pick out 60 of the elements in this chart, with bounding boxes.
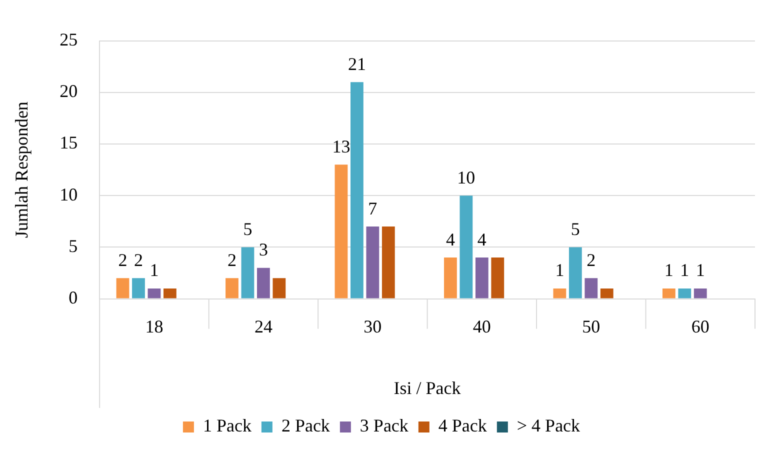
bar <box>444 258 457 298</box>
data-label: 13 <box>332 136 350 156</box>
y-tick-label: 0 <box>68 288 78 308</box>
bar <box>116 278 130 298</box>
bar <box>148 288 161 298</box>
legend-label: > 4 Pack <box>516 416 580 436</box>
y-tick-label: 10 <box>60 184 78 204</box>
bar <box>241 247 254 298</box>
y-tick-label: 25 <box>60 30 78 50</box>
legend-label: 2 Pack <box>281 416 330 436</box>
bar <box>694 288 707 298</box>
data-label: 7 <box>368 198 378 218</box>
x-tick-label: 60 <box>691 316 710 336</box>
data-label: 10 <box>457 167 476 188</box>
legend-label: 4 Pack <box>438 416 487 436</box>
bar <box>678 288 692 298</box>
bar <box>662 288 676 298</box>
bar <box>132 278 145 298</box>
data-label: 2 <box>227 250 236 270</box>
bar <box>350 82 364 298</box>
data-label: 1 <box>696 260 705 280</box>
bar <box>272 278 286 298</box>
bar <box>460 196 473 298</box>
x-tick-label: 50 <box>582 316 600 336</box>
data-label: 1 <box>150 260 159 280</box>
bar <box>226 278 238 298</box>
data-label: 1 <box>555 260 564 280</box>
bar <box>366 226 380 298</box>
x-tick-label: 30 <box>364 316 382 336</box>
bar <box>600 288 614 298</box>
y-tick-label: 15 <box>60 132 78 153</box>
bar <box>382 226 395 298</box>
bar <box>491 258 504 298</box>
y-axis-title: Jumlah Responden <box>12 102 32 238</box>
data-label: 21 <box>348 54 366 74</box>
bar <box>257 268 270 298</box>
data-label: 2 <box>118 250 128 270</box>
data-label: 5 <box>570 218 580 239</box>
x-tick-label: 40 <box>472 316 491 336</box>
bar <box>475 258 488 298</box>
bar <box>553 288 566 298</box>
x-tick-label: 24 <box>254 316 272 336</box>
y-tick-label: 20 <box>60 81 78 102</box>
bar <box>163 288 176 298</box>
x-tick-label: 18 <box>145 316 164 336</box>
bar <box>584 278 598 298</box>
data-label: 2 <box>586 250 596 270</box>
bar <box>568 247 582 298</box>
legend-label: 3 Pack <box>360 416 408 436</box>
x-axis-title: Isi / Pack <box>394 378 461 398</box>
data-label: 2 <box>134 250 143 270</box>
data-label: 1 <box>680 260 690 280</box>
data-label: 3 <box>258 240 268 260</box>
data-label: 4 <box>477 229 486 250</box>
data-label: 1 <box>664 260 674 280</box>
data-label: 4 <box>446 229 455 250</box>
bar <box>334 164 348 298</box>
legend-label: 1 Pack <box>202 416 252 436</box>
data-label: 5 <box>243 218 252 239</box>
y-tick-label: 5 <box>68 236 78 256</box>
